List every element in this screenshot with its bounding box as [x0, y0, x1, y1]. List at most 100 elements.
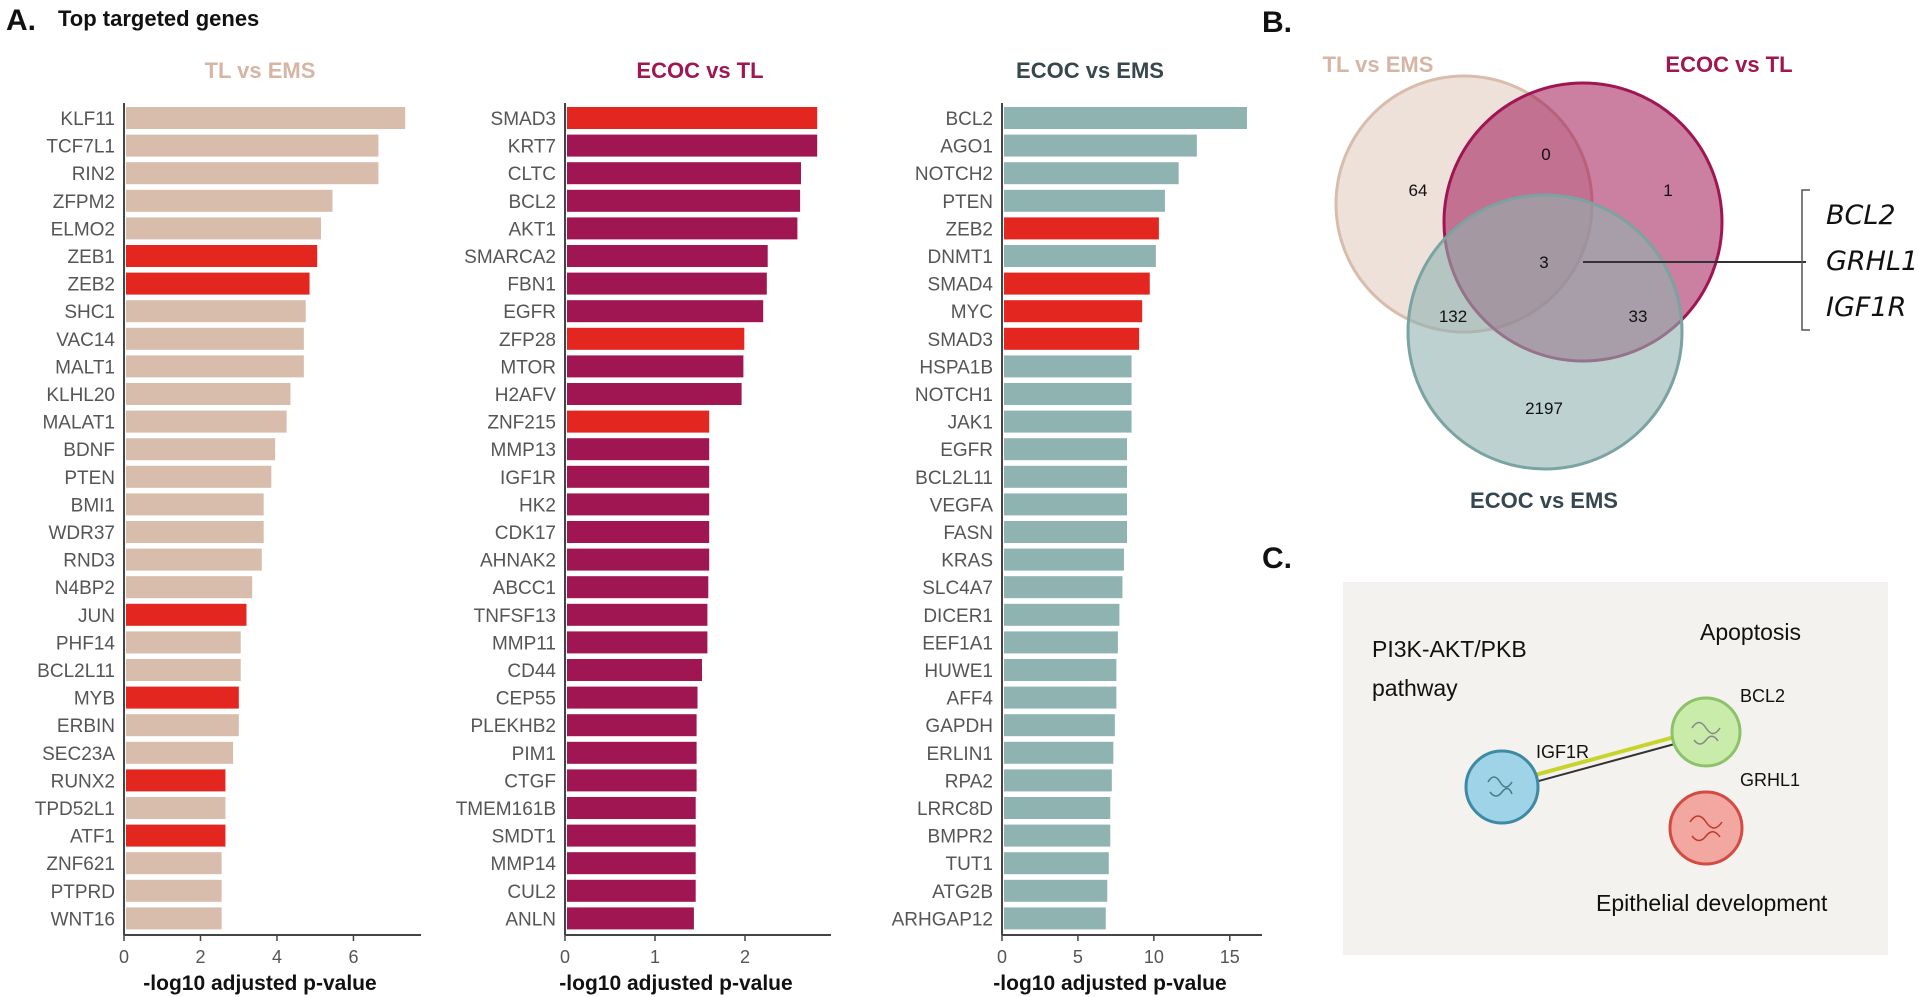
bar-ecoc-vs-tl-egfr [567, 300, 764, 323]
bar-ecoc-vs-ems-rpa2 [1004, 769, 1112, 792]
bar-ecoc-vs-tl-smarca2 [567, 245, 768, 267]
gene-label-lrrc8d: LRRC8D [917, 799, 993, 820]
bar-tl-vs-ems-malt1 [126, 355, 304, 378]
node-igf1r [1464, 749, 1540, 825]
bar-tl-vs-ems-zeb1 [126, 245, 318, 267]
shared-gene-1: BCL2 [1826, 200, 1896, 231]
gene-label-smad3: SMAD3 [491, 109, 556, 130]
venn-label-ecoc-vs-ems: ECOC vs EMS [1470, 488, 1618, 513]
gene-label-bcl2: BCL2 [508, 192, 556, 213]
gene-label-cdk17: CDK17 [495, 523, 556, 544]
x-tick-label: 0 [997, 947, 1007, 967]
bar-ecoc-vs-tl-mmp13 [567, 438, 710, 461]
bar-ecoc-vs-ems-myc [1004, 300, 1143, 323]
bar-tl-vs-ems-znf621 [126, 852, 222, 875]
gene-label-jak1: JAK1 [948, 413, 993, 434]
gene-label-klf11: KLF11 [60, 109, 115, 130]
gene-label-wnt16: WNT16 [51, 909, 115, 930]
gene-label-rin2: RIN2 [72, 164, 115, 185]
gene-label-elmo2: ELMO2 [51, 219, 115, 240]
bar-ecoc-vs-tl-h2afv [567, 383, 742, 405]
panel-a-title: Top targeted genes [58, 6, 259, 31]
gene-label-bcl2l11: BCL2L11 [915, 468, 993, 489]
gene-label-egfr: EGFR [503, 302, 556, 323]
chart-ecoc-vs-ems: ECOC vs EMS BCL2 AGO1 NOTCH2 PTEN ZEB2 DNMT1 S… [892, 58, 1262, 995]
bar-ecoc-vs-ems-fasn [1004, 521, 1127, 543]
bar-tl-vs-ems-runx2 [126, 769, 226, 792]
gene-label-anln: ANLN [505, 909, 556, 930]
bar-ecoc-vs-ems-tut1 [1004, 852, 1109, 875]
bar-ecoc-vs-ems-huwe1 [1004, 659, 1117, 681]
bar-ecoc-vs-tl-pim1 [567, 741, 697, 764]
bar-ecoc-vs-ems-bmpr2 [1004, 824, 1111, 847]
gene-label-tcf7l1: TCF7L1 [46, 137, 115, 158]
node-label-grhl1: GRHL1 [1740, 770, 1800, 790]
bar-tl-vs-ems-wnt16 [126, 907, 222, 930]
gene-label-ago1: AGO1 [940, 137, 993, 158]
venn-diagram: TL vs EMS ECOC vs TL ECOC vs EMS 64 0 1 … [1323, 52, 1919, 513]
venn-count-all-three: 3 [1539, 253, 1548, 272]
gene-label-fasn: FASN [943, 523, 993, 544]
bar-tl-vs-ems-shc1 [126, 300, 306, 323]
bar-tl-vs-ems-tcf7l1 [126, 134, 379, 157]
gene-label-fbn1: FBN1 [507, 275, 556, 296]
protein-structure-icon [1487, 776, 1513, 797]
gene-label-hk2: HK2 [519, 495, 556, 516]
bar-ecoc-vs-ems-atg2b [1004, 879, 1108, 902]
gene-label-malt1: MALT1 [55, 357, 115, 378]
bar-ecoc-vs-tl-ahnak2 [567, 548, 710, 571]
gene-label-cd44: CD44 [507, 661, 556, 682]
gene-label-zeb2: ZEB2 [945, 219, 993, 240]
bar-ecoc-vs-tl-krt7 [567, 134, 818, 157]
bar-tl-vs-ems-phf14 [126, 631, 241, 654]
chart-title-ecoc-vs-ems: ECOC vs EMS [1016, 58, 1164, 83]
chart-ecoc-vs-tl: ECOC vs TL SMAD3 KRT7 CLTC BCL2 AKT1 SMARCA2 F… [456, 58, 831, 995]
bar-ecoc-vs-tl-abcc1 [567, 576, 709, 599]
gene-label-smdt1: SMDT1 [492, 827, 556, 848]
bar-tl-vs-ems-malat1 [126, 410, 287, 433]
bar-ecoc-vs-ems-dnmt1 [1004, 245, 1156, 267]
bar-ecoc-vs-ems-hspa1b [1004, 355, 1132, 378]
gene-label-vegfa: VEGFA [930, 495, 994, 516]
x-axis-title-ecoc-vs-ems: -log10 adjusted p-value [993, 972, 1226, 995]
gene-label-erlin1: ERLIN1 [926, 744, 993, 765]
bar-tl-vs-ems-ptprd [126, 879, 222, 902]
bar-ecoc-vs-ems-bcl2 [1004, 107, 1247, 129]
gene-label-myc: MYC [951, 302, 993, 323]
bar-ecoc-vs-tl-tmem161b [567, 797, 696, 819]
gene-label-myb: MYB [74, 689, 115, 710]
gene-label-pim1: PIM1 [512, 744, 556, 765]
x-axis-title-ecoc-vs-tl: -log10 adjusted p-value [559, 972, 792, 995]
bar-tl-vs-ems-tpd52l1 [126, 797, 226, 819]
bar-tl-vs-ems-pten [126, 465, 272, 488]
x-tick-label: 15 [1220, 947, 1240, 967]
x-tick-label: 2 [195, 947, 205, 967]
bar-ecoc-vs-ems-smad3 [1004, 327, 1140, 350]
gene-label-abcc1: ABCC1 [493, 578, 556, 599]
bar-ecoc-vs-ems-arhgap12 [1004, 907, 1106, 930]
bars-ecoc-vs-ems: BCL2 AGO1 NOTCH2 PTEN ZEB2 DNMT1 SMAD4 MYC SMAD3… [892, 103, 1262, 967]
bar-ecoc-vs-ems-notch1 [1004, 383, 1132, 405]
venn-circle-ecoc-vs-ems [1406, 193, 1684, 471]
bar-ecoc-vs-tl-mmp11 [567, 631, 708, 654]
bar-tl-vs-ems-klf11 [126, 107, 406, 129]
venn-count-ecocems-only: 2197 [1525, 399, 1563, 418]
chart-title-tl-vs-ems: TL vs EMS [205, 58, 316, 83]
bar-tl-vs-ems-n4bp2 [126, 576, 253, 599]
bar-tl-vs-ems-bmi1 [126, 493, 264, 516]
bar-tl-vs-ems-myb [126, 686, 239, 709]
shared-gene-2: GRHL1 [1826, 246, 1918, 277]
venn-callout-bracket [1801, 189, 1810, 331]
bar-ecoc-vs-ems-vegfa [1004, 493, 1127, 516]
protein-structure-icon [1689, 815, 1723, 842]
panel-b-letter: B. [1262, 6, 1292, 39]
gene-label-zfpm2: ZFPM2 [53, 192, 115, 213]
bar-ecoc-vs-tl-cltc [567, 162, 801, 185]
gene-label-zeb1: ZEB1 [67, 247, 115, 268]
bar-ecoc-vs-tl-bcl2 [567, 189, 801, 212]
bar-tl-vs-ems-erbin [126, 714, 239, 737]
gene-label-akt1: AKT1 [508, 219, 556, 240]
gene-label-bmi1: BMI1 [71, 495, 115, 516]
x-tick-label: 5 [1073, 947, 1083, 967]
